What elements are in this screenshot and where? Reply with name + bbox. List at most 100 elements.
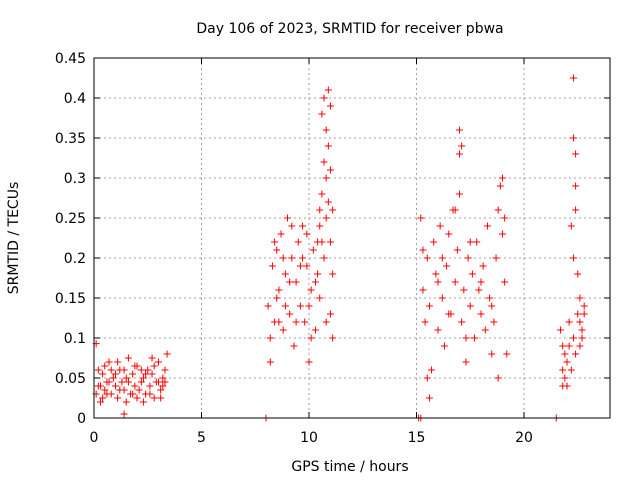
data-point [322, 214, 330, 222]
data-point [569, 334, 577, 342]
data-point [264, 302, 272, 310]
data-point [501, 278, 509, 286]
data-point [503, 350, 511, 358]
data-point [580, 302, 588, 310]
data-point [107, 366, 115, 374]
data-point [296, 302, 304, 310]
data-point [305, 302, 313, 310]
chart-title: Day 106 of 2023, SRMTID for receiver pbw… [196, 21, 503, 37]
data-point [481, 326, 489, 334]
plot-border [93, 57, 611, 419]
data-point [572, 182, 580, 190]
data-point [423, 374, 431, 382]
data-point [329, 206, 337, 214]
y-tick-label: 0.2 [64, 251, 86, 267]
data-point [105, 378, 113, 386]
data-point [501, 214, 509, 222]
data-point [150, 362, 158, 370]
data-point [567, 366, 575, 374]
data-point [137, 366, 145, 374]
data-point [120, 366, 128, 374]
data-point [135, 386, 143, 394]
x-tick-label: 20 [515, 430, 533, 446]
data-point [462, 358, 470, 366]
data-point [144, 366, 152, 374]
data-point [456, 150, 463, 158]
data-point [139, 374, 147, 382]
data-point [462, 334, 470, 342]
data-point [120, 410, 128, 418]
data-point [440, 342, 448, 350]
data-point [268, 262, 276, 270]
data-point [464, 254, 472, 262]
data-point [479, 262, 487, 270]
data-point [266, 334, 274, 342]
data-point [286, 310, 294, 318]
data-point [155, 358, 162, 366]
data-point [290, 342, 298, 350]
data-point [572, 150, 580, 158]
data-point [434, 326, 442, 334]
data-point [322, 318, 330, 326]
data-point [322, 174, 330, 182]
data-point [434, 278, 442, 286]
data-point [286, 278, 294, 286]
data-point [129, 370, 137, 378]
data-point [142, 370, 150, 378]
data-point [483, 222, 491, 230]
data-point [572, 350, 580, 358]
data-point [103, 390, 111, 398]
data-point [161, 366, 169, 374]
data-point [576, 318, 584, 326]
data-point [161, 378, 169, 386]
data-point [131, 382, 139, 390]
data-point [266, 358, 274, 366]
data-point [451, 278, 459, 286]
data-point [163, 350, 171, 358]
data-point [137, 378, 145, 386]
data-point [488, 302, 496, 310]
data-point [288, 254, 296, 262]
data-point [572, 206, 580, 214]
data-point [148, 354, 156, 362]
data-point [561, 374, 569, 382]
data-point [574, 310, 582, 318]
data-point [139, 398, 147, 406]
data-point [445, 230, 453, 238]
data-point [148, 370, 156, 378]
data-point [423, 254, 431, 262]
data-point [329, 270, 337, 278]
data-point [299, 222, 307, 230]
data-point [146, 382, 154, 390]
y-tick-label: 0.05 [55, 371, 86, 387]
data-point [438, 254, 446, 262]
data-point [557, 326, 565, 334]
data-point [494, 374, 502, 382]
data-point [458, 318, 466, 326]
data-point [116, 386, 124, 394]
data-point [96, 398, 104, 406]
x-tick-label: 10 [300, 430, 318, 446]
data-point [569, 134, 577, 142]
data-point [559, 366, 567, 374]
data-point [567, 222, 575, 230]
data-point [124, 354, 132, 362]
data-point [417, 214, 425, 222]
data-point [419, 286, 427, 294]
data-point [320, 158, 328, 166]
data-point [150, 394, 158, 402]
data-point [327, 310, 334, 318]
data-point [157, 386, 165, 394]
data-point [112, 370, 119, 378]
x-axis-label: GPS time / hours [291, 459, 408, 475]
data-point [275, 318, 283, 326]
data-point [466, 238, 474, 246]
data-point [307, 334, 315, 342]
data-point [99, 394, 107, 402]
ticks-layer: 0 0.05 0.1 0.15 0.2 0.25 0.3 0.35 0.4 0.45 0 5 10 15 2… [55, 51, 610, 446]
data-point [428, 366, 436, 374]
data-point [565, 342, 573, 350]
data-point [99, 370, 107, 378]
data-point [565, 318, 573, 326]
